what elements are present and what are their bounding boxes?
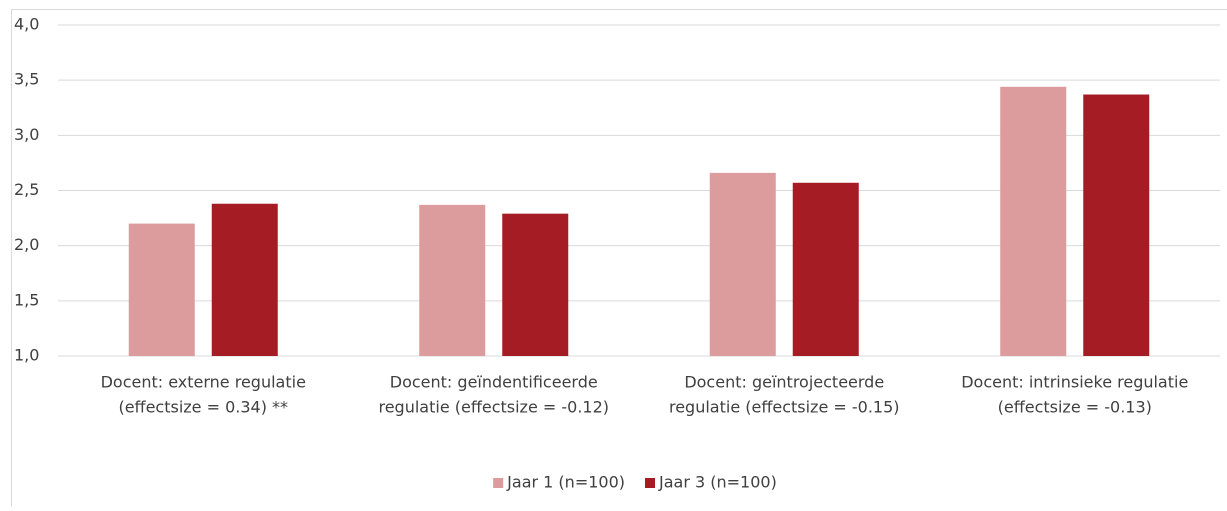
legend-label: Jaar 3 (n=100) xyxy=(658,473,777,492)
bar xyxy=(129,224,195,356)
bar xyxy=(1083,95,1149,356)
bar xyxy=(502,214,568,356)
x-tick-label: Docent: externe regulatie xyxy=(101,373,306,392)
y-tick-label: 3,0 xyxy=(14,125,39,144)
bar xyxy=(710,173,776,356)
y-tick-label: 4,0 xyxy=(14,15,39,34)
x-tick-label: Docent: geïndentificeerde xyxy=(390,373,598,392)
legend-label: Jaar 1 (n=100) xyxy=(506,473,625,492)
legend-swatch xyxy=(645,478,655,488)
y-tick-label: 1,0 xyxy=(14,346,39,365)
x-tick-label: Docent: intrinsieke regulatie xyxy=(961,373,1188,392)
y-tick-label: 2,0 xyxy=(14,235,39,254)
x-tick-label: (effectsize = -0.13) xyxy=(998,398,1152,417)
bar xyxy=(793,183,859,356)
y-tick-label: 1,5 xyxy=(14,290,39,309)
bar xyxy=(419,205,485,356)
x-tick-label: regulatie (effectsize = -0.15) xyxy=(669,398,900,417)
y-tick-label: 2,5 xyxy=(14,180,39,199)
x-tick-label: regulatie (effectsize = -0.12) xyxy=(378,398,609,417)
x-tick-label: Docent: geïntrojecteerde xyxy=(684,373,884,392)
x-tick-label: (effectsize = 0.34) ** xyxy=(118,398,288,417)
bar xyxy=(1000,87,1066,356)
legend-swatch xyxy=(493,478,503,488)
y-tick-label: 3,5 xyxy=(14,70,39,89)
bar xyxy=(212,204,278,356)
